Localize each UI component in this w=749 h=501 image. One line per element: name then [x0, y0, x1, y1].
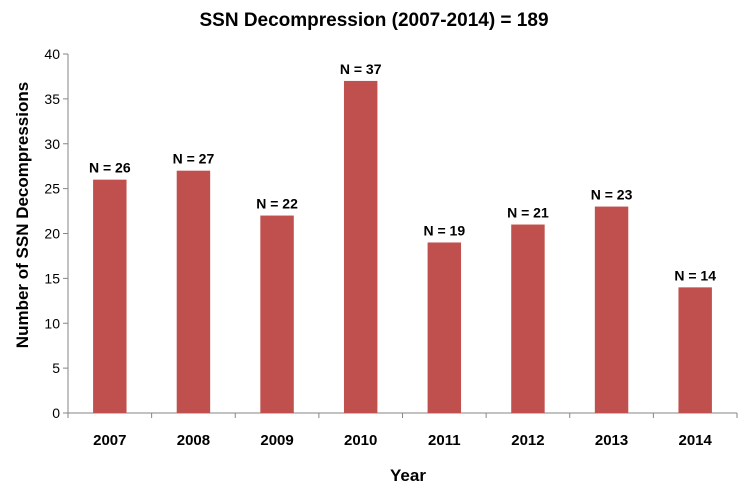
- bar-2007: [93, 179, 127, 413]
- bar-2013: [594, 206, 629, 413]
- y-tick-label: 40: [44, 46, 60, 62]
- y-tick-label: 15: [44, 270, 60, 286]
- x-category-label: 2008: [177, 432, 210, 449]
- y-tick-label: 35: [44, 91, 60, 107]
- data-label: N = 27: [173, 151, 215, 167]
- x-category-label: 2012: [511, 432, 544, 449]
- data-label: N = 14: [674, 267, 716, 283]
- x-category-label: 2010: [344, 432, 377, 449]
- bar-2012: [511, 224, 545, 413]
- x-category-label: 2007: [93, 432, 126, 449]
- x-category-label: 2009: [260, 432, 293, 449]
- data-label: N = 23: [591, 187, 633, 203]
- data-label: N = 19: [423, 222, 465, 238]
- data-label: N = 22: [256, 196, 298, 212]
- data-label: N = 26: [89, 160, 131, 176]
- data-label: N = 21: [507, 205, 549, 221]
- x-axis-title: Year: [390, 466, 426, 485]
- bar-2008: [176, 170, 211, 413]
- x-category-label: 2011: [428, 432, 461, 449]
- bar-2009: [260, 215, 294, 413]
- chart-title: SSN Decompression (2007-2014) = 189: [199, 10, 548, 31]
- y-tick-label: 20: [44, 226, 60, 242]
- y-tick-label: 10: [44, 315, 60, 331]
- y-tick-label: 25: [44, 181, 60, 197]
- y-axis-title: Number of SSN Decompressions: [13, 82, 32, 348]
- plot-area: 0 5 10 15 20 25 30 35 40 2007 N = 26 2008 N = 27 2009…: [44, 46, 738, 449]
- x-category-label: 2014: [679, 432, 713, 449]
- data-label: N = 37: [340, 61, 382, 77]
- bar-2010: [343, 80, 378, 414]
- bar-2014: [678, 287, 712, 413]
- y-tick-label: 30: [44, 136, 60, 152]
- y-tick-label: 5: [52, 360, 60, 376]
- y-tick-label: 0: [52, 405, 60, 421]
- x-category-label: 2013: [595, 432, 628, 449]
- bar-2011: [427, 242, 462, 413]
